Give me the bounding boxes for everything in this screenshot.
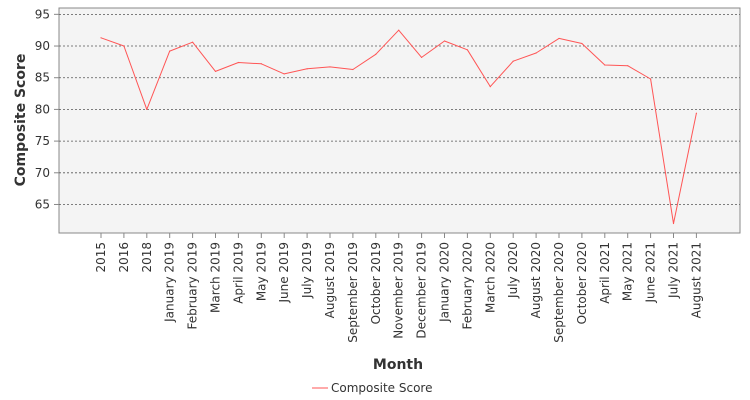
grid-lines — [59, 13, 740, 205]
y-tick-label: 90 — [35, 39, 50, 53]
x-tick-label: 2016 — [117, 242, 131, 273]
data-point — [169, 50, 171, 52]
data-point — [695, 112, 698, 114]
data-point — [489, 85, 491, 88]
data-point — [443, 40, 446, 42]
x-tick-label: February 2019 — [186, 242, 200, 330]
x-tick-label: July 2020 — [506, 242, 520, 299]
y-axis: 65 70 75 80 85 90 95 — [35, 7, 59, 211]
x-tick-label: September 2020 — [552, 242, 566, 343]
x-tick-label: August 2020 — [529, 242, 543, 318]
plot-area — [58, 7, 741, 234]
data-point — [398, 29, 400, 31]
data-point — [604, 64, 606, 66]
x-tick-label: 2018 — [140, 242, 154, 273]
data-point — [306, 68, 308, 70]
data-point — [512, 60, 514, 62]
legend-label: Composite Score — [331, 381, 432, 395]
x-axis: 2015 2016 2018 January 2019 February 2019 Mar… — [94, 233, 703, 343]
x-tick-label: March 2020 — [483, 242, 497, 313]
data-point — [650, 78, 652, 80]
series-layer — [100, 29, 698, 225]
x-tick-label: April 2019 — [231, 242, 245, 304]
x-tick-label: May 2019 — [254, 242, 268, 301]
y-tick-label: 80 — [35, 102, 50, 116]
data-point — [237, 61, 239, 64]
data-point — [260, 63, 262, 65]
x-tick-label: 2015 — [94, 242, 108, 273]
data-point — [466, 49, 468, 51]
y-tick-label: 65 — [35, 197, 50, 211]
y-tick-label: 85 — [35, 71, 50, 85]
x-tick-label: January 2019 — [163, 242, 177, 323]
x-tick-label: April 2021 — [598, 242, 612, 304]
y-axis-title: Composite Score — [13, 54, 29, 187]
data-point — [214, 70, 217, 72]
data-point — [672, 222, 675, 225]
x-tick-label: January 2020 — [438, 242, 452, 323]
data-point — [352, 68, 354, 71]
x-tick-label: September 2019 — [346, 242, 360, 343]
x-tick-label: August 2019 — [323, 242, 337, 318]
data-point — [375, 53, 377, 55]
data-point — [581, 42, 583, 45]
data-point — [421, 56, 423, 59]
data-point — [146, 108, 148, 111]
data-point — [558, 37, 560, 40]
x-tick-label: October 2019 — [369, 242, 383, 324]
x-tick-label: October 2020 — [575, 242, 589, 324]
x-tick-label: November 2019 — [392, 242, 406, 339]
x-tick-label: July 2021 — [667, 242, 681, 299]
x-tick-label: July 2019 — [300, 242, 314, 299]
data-point — [192, 41, 194, 43]
data-point — [283, 73, 285, 75]
x-tick-label: May 2021 — [621, 242, 635, 301]
legend: Composite Score — [312, 381, 432, 395]
x-tick-label: December 2019 — [415, 242, 429, 339]
data-point — [535, 52, 537, 54]
data-point — [123, 45, 125, 47]
data-point — [329, 66, 331, 68]
data-point — [627, 65, 629, 67]
x-tick-label: August 2021 — [689, 242, 703, 318]
y-tick-label: 75 — [35, 134, 50, 148]
data-point — [100, 37, 102, 39]
x-tick-label: June 2019 — [277, 242, 291, 304]
x-tick-label: February 2020 — [460, 242, 474, 330]
x-axis-title: Month — [373, 357, 423, 373]
y-tick-label: 70 — [35, 166, 50, 180]
x-tick-label: June 2021 — [644, 242, 658, 304]
y-tick-label: 95 — [35, 7, 50, 21]
x-tick-label: March 2019 — [209, 242, 223, 313]
